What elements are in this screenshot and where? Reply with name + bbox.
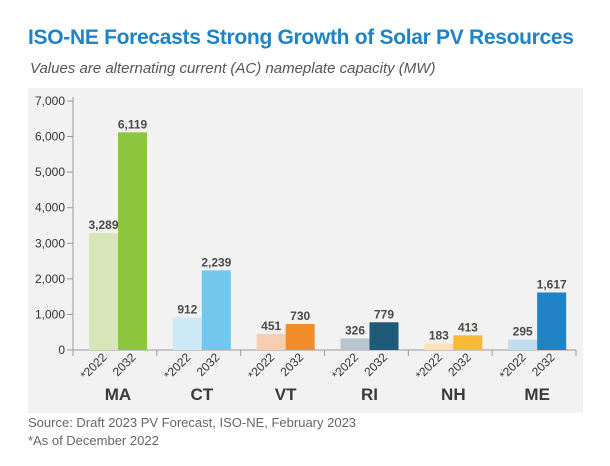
bar-me-2032 (537, 292, 567, 350)
category-label-vt: VT (275, 385, 297, 404)
bar-ma-2022 (89, 233, 118, 350)
bar-value-label: 326 (345, 323, 365, 337)
bar-nh-2022 (424, 343, 454, 350)
bar-value-label: 413 (458, 320, 478, 334)
x-series-label: *2022 (161, 350, 193, 382)
bar-value-label: 2,239 (201, 255, 231, 269)
chart-subtitle: Values are alternating current (AC) name… (30, 60, 436, 77)
bar-me-2022 (508, 339, 538, 350)
category-label-me: ME (524, 385, 550, 404)
y-tick-label: 6,000 (35, 130, 65, 144)
bar-value-label: 779 (374, 307, 394, 321)
bar-value-label: 730 (290, 309, 310, 323)
bar-vt-2022 (256, 333, 286, 350)
chart-title: ISO-NE Forecasts Strong Growth of Solar … (28, 26, 574, 49)
x-series-label: 2032 (194, 350, 223, 379)
bar-value-label: 3,289 (88, 218, 118, 232)
bar-value-label: 183 (429, 328, 449, 342)
x-series-label: 2032 (361, 350, 390, 379)
y-tick-label: 3,000 (35, 236, 65, 250)
x-series-label: 2032 (110, 350, 139, 379)
source-note: Source: Draft 2023 PV Forecast, ISO-NE, … (28, 415, 357, 430)
bar-ct-2032 (201, 270, 231, 350)
x-series-label: *2022 (413, 350, 445, 382)
y-tick-label: 1,000 (35, 307, 65, 321)
bar-ri-2022 (340, 338, 370, 350)
category-label-nh: NH (441, 385, 466, 404)
x-series-label: *2022 (497, 350, 529, 382)
bar-value-label: 295 (513, 325, 533, 339)
bar-value-label: 451 (261, 319, 281, 333)
y-tick-label: 4,000 (35, 201, 65, 215)
bar-ri-2032 (369, 322, 399, 350)
x-series-label: *2022 (78, 350, 110, 382)
bar-vt-2032 (285, 324, 315, 350)
x-series-label: 2032 (278, 350, 307, 379)
y-tick-label: 2,000 (35, 272, 65, 286)
y-tick-label: 5,000 (35, 165, 65, 179)
bar-value-label: 1,617 (537, 277, 567, 291)
bar-value-label: 912 (177, 303, 197, 317)
bar-ct-2022 (172, 317, 202, 350)
footnote: *As of December 2022 (28, 433, 159, 448)
chart-area: 0 1,000 2,000 3,000 4,000 5,000 6,000 7,000 3,28… (28, 88, 583, 413)
category-label-ri: RI (361, 385, 378, 404)
x-series-label: 2032 (529, 350, 558, 379)
x-series-label: *2022 (329, 350, 361, 382)
bar-chart: 0 1,000 2,000 3,000 4,000 5,000 6,000 7,000 3,28… (35, 94, 577, 404)
x-series-label: *2022 (245, 350, 277, 382)
bar-nh-2032 (453, 335, 483, 350)
category-label-ct: CT (190, 385, 213, 404)
category-label-ma: MA (105, 385, 131, 404)
x-series-label: 2032 (445, 350, 474, 379)
y-tick-label: 7,000 (35, 94, 65, 108)
bar-value-label: 6,119 (118, 117, 148, 131)
y-tick-label: 0 (58, 343, 65, 357)
bar-ma-2032 (118, 132, 147, 350)
